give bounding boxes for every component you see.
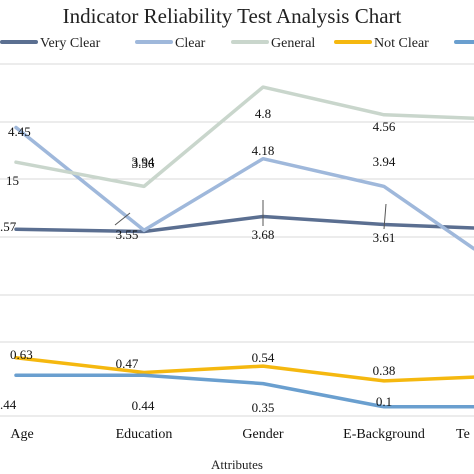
leader-line bbox=[383, 203, 387, 230]
x-axis-title: Attributes bbox=[211, 457, 263, 472]
legend-label: Clear bbox=[175, 36, 206, 51]
series-line bbox=[14, 85, 474, 189]
x-tick-label: Age bbox=[10, 427, 33, 442]
data-label: 3.55 bbox=[116, 227, 139, 242]
data-label: .57 bbox=[0, 219, 17, 234]
x-axis-ticks: Age Education Gender E-Background Te bbox=[10, 427, 469, 442]
x-tick-label: Gender bbox=[242, 427, 284, 442]
series-line bbox=[14, 125, 474, 251]
data-label: 3.68 bbox=[252, 227, 275, 242]
data-label: 3.56 bbox=[132, 156, 155, 171]
x-tick-label: E-Background bbox=[343, 427, 425, 442]
data-label: 0.54 bbox=[252, 350, 275, 365]
data-label: 0.47 bbox=[116, 356, 139, 371]
series-line bbox=[14, 373, 474, 409]
data-label: 3.94 bbox=[373, 154, 396, 169]
legend-label: Not Clear bbox=[374, 36, 429, 51]
x-tick-label: Te bbox=[456, 427, 470, 442]
chart-title: Indicator Reliability Test Analysis Char… bbox=[63, 4, 402, 28]
data-label: 4.8 bbox=[255, 106, 271, 121]
data-label: 0.1 bbox=[376, 394, 392, 409]
data-label: 15 bbox=[6, 173, 19, 188]
data-label: 0.63 bbox=[10, 347, 33, 362]
data-label: .44 bbox=[0, 397, 17, 412]
data-label: 4.45 bbox=[8, 124, 31, 139]
legend: Very Clear Clear General Not Clear bbox=[0, 36, 474, 51]
data-label: 0.44 bbox=[132, 398, 155, 413]
legend-label: Very Clear bbox=[40, 36, 101, 51]
series-line bbox=[14, 214, 474, 234]
series-line bbox=[14, 355, 474, 383]
gridlines bbox=[0, 63, 474, 417]
data-label: 3.94 bbox=[132, 154, 155, 169]
data-label: 4.56 bbox=[373, 119, 396, 134]
data-label: 4.18 bbox=[252, 143, 275, 158]
leader-line bbox=[114, 212, 131, 226]
legend-label: General bbox=[271, 36, 315, 51]
data-label: 3.61 bbox=[373, 230, 396, 245]
series-lines bbox=[14, 85, 474, 409]
data-label: 0.38 bbox=[373, 363, 396, 378]
x-tick-label: Education bbox=[116, 427, 173, 442]
data-label: 0.35 bbox=[252, 400, 275, 415]
data-labels: .57 3.55 3.68 3.61 4.45 3.56 4.18 3.94 15 3.94 4.8… bbox=[0, 106, 396, 415]
